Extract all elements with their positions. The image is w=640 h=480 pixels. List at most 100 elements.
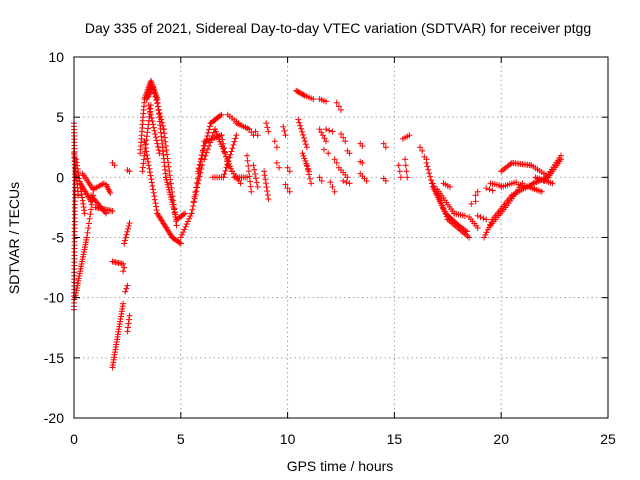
data-point <box>248 188 255 195</box>
data-point <box>481 234 488 241</box>
data-point <box>152 131 159 138</box>
data-point <box>222 167 229 174</box>
data-point <box>107 189 114 196</box>
x-axis-title: GPS time / hours <box>287 458 394 474</box>
data-point <box>191 193 198 200</box>
data-point <box>153 206 160 213</box>
data-point <box>161 134 168 141</box>
data-point <box>147 108 154 115</box>
data-point <box>170 201 177 208</box>
data-point <box>154 100 161 107</box>
data-point <box>323 138 330 145</box>
data-point <box>149 118 156 125</box>
data-point <box>221 171 228 178</box>
data-point <box>152 93 159 100</box>
data-point <box>163 147 170 154</box>
data-point <box>165 159 172 166</box>
data-point <box>218 111 225 118</box>
data-point <box>235 120 242 127</box>
data-point <box>222 149 229 156</box>
data-point <box>120 300 127 307</box>
data-point <box>154 140 161 147</box>
y-tick-label: -20 <box>44 410 64 426</box>
data-point <box>121 240 128 247</box>
data-point <box>402 156 409 163</box>
data-point <box>162 142 169 149</box>
x-tick-label: 10 <box>280 431 296 447</box>
data-point <box>402 162 409 169</box>
data-point <box>83 234 90 241</box>
data-point <box>204 146 211 153</box>
data-point <box>147 89 154 96</box>
data-point <box>150 87 157 94</box>
data-point <box>480 215 487 222</box>
data-point <box>121 237 128 244</box>
data-point <box>123 285 130 292</box>
data-point <box>434 191 441 198</box>
data-point <box>166 168 173 175</box>
data-point <box>219 136 226 143</box>
data-point <box>359 143 366 150</box>
data-point <box>340 134 347 141</box>
data-point <box>155 143 162 150</box>
data-point <box>162 138 169 145</box>
data-point <box>184 218 191 225</box>
data-point <box>195 180 202 187</box>
data-point <box>300 135 307 142</box>
data-point <box>126 220 133 227</box>
data-point <box>88 206 95 213</box>
data-point <box>186 215 193 222</box>
data-point <box>122 234 129 241</box>
data-point <box>296 119 303 126</box>
data-point <box>198 155 205 162</box>
data-point <box>359 159 366 166</box>
data-point <box>180 211 187 218</box>
data-point <box>147 111 154 118</box>
data-point <box>477 214 484 221</box>
data-point <box>148 114 155 121</box>
data-point <box>144 125 151 132</box>
data-point <box>237 180 244 187</box>
data-point <box>196 161 203 168</box>
data-point <box>549 180 556 187</box>
data-point <box>151 127 158 134</box>
data-point <box>124 328 131 335</box>
data-point <box>143 133 150 140</box>
data-point <box>543 171 550 178</box>
y-tick-label: -10 <box>44 290 64 306</box>
data-point <box>145 93 152 100</box>
data-point <box>231 138 238 145</box>
data-point <box>156 110 163 117</box>
data-point <box>141 152 148 159</box>
data-point <box>188 210 195 217</box>
data-point <box>172 218 179 225</box>
data-point <box>125 222 132 229</box>
data-point <box>298 125 305 132</box>
data-point <box>166 172 173 179</box>
data-point <box>254 183 261 190</box>
data-point <box>76 175 83 182</box>
data-point <box>271 138 278 145</box>
data-point <box>343 179 350 186</box>
data-point <box>265 195 272 202</box>
data-point <box>155 147 162 154</box>
data-point <box>329 128 336 135</box>
data-point <box>261 168 268 175</box>
data-point <box>363 177 370 184</box>
data-point <box>331 156 338 163</box>
data-point <box>310 96 317 103</box>
data-point <box>206 142 213 149</box>
data-point <box>84 229 91 236</box>
data-point <box>263 120 270 127</box>
data-point <box>406 132 413 139</box>
data-point <box>177 234 184 241</box>
data-point <box>484 226 491 233</box>
data-point <box>323 98 330 105</box>
data-point <box>474 212 481 219</box>
data-point <box>189 206 196 213</box>
data-point <box>474 224 481 231</box>
data-point <box>144 129 151 136</box>
data-point <box>442 210 449 217</box>
data-point <box>150 189 157 196</box>
data-point <box>295 116 302 123</box>
